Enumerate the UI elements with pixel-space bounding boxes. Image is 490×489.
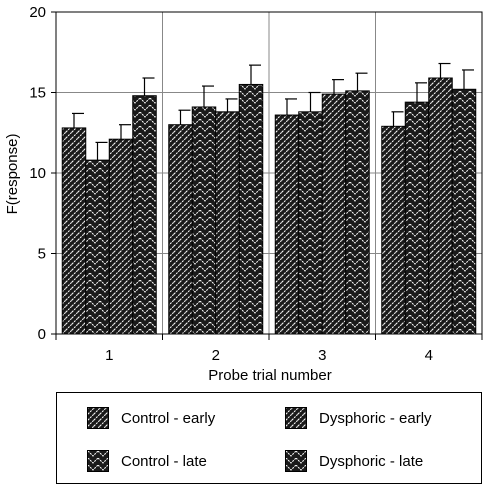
bar [345,90,370,335]
y-tick-label: 0 [38,326,46,343]
bar [381,125,406,335]
x-tick-label: 1 [105,347,113,364]
legend-swatch [87,407,109,429]
bar [321,93,347,335]
x-tick-label: 4 [425,347,433,364]
y-tick-label: 5 [38,246,46,263]
legend-item-dysphoric-late: Dysphoric - late [285,450,423,472]
legend-swatch [285,450,307,472]
legend-label: Dysphoric - early [319,409,432,427]
bars [61,62,477,335]
bar [215,111,240,335]
bar [85,159,110,335]
legend-label: Control - late [121,452,207,470]
legend-item-control-early: Control - early [87,407,215,429]
x-tick-label: 3 [318,347,326,364]
y-tick-label: 10 [29,165,46,182]
bar [108,138,134,335]
bar [238,83,264,335]
bar [191,106,217,335]
legend-label: Dysphoric - late [319,452,424,470]
bar [132,95,157,335]
y-tick-label: 15 [29,85,46,102]
legend-item-dysphoric-early: Dysphoric - early [285,407,432,429]
legend-swatch [87,450,109,472]
legend-item-control-late: Control - late [87,450,207,472]
legend: Control - early Dysphoric - early Contro… [56,392,482,484]
bar [274,114,300,335]
legend-label: Control - early [121,409,216,427]
bar [298,111,323,335]
y-axis-label: F(response) [4,134,21,215]
bar [61,127,87,335]
x-axis-label: Probe trial number [208,367,331,384]
bar [428,77,453,335]
legend-swatch [285,407,307,429]
bar [404,101,430,335]
axes: 0 5 10 15 20 1 2 3 4 [29,4,483,364]
y-tick-label: 20 [29,4,46,21]
bar [451,88,477,335]
x-tick-label: 2 [212,347,220,364]
bar [168,124,193,335]
